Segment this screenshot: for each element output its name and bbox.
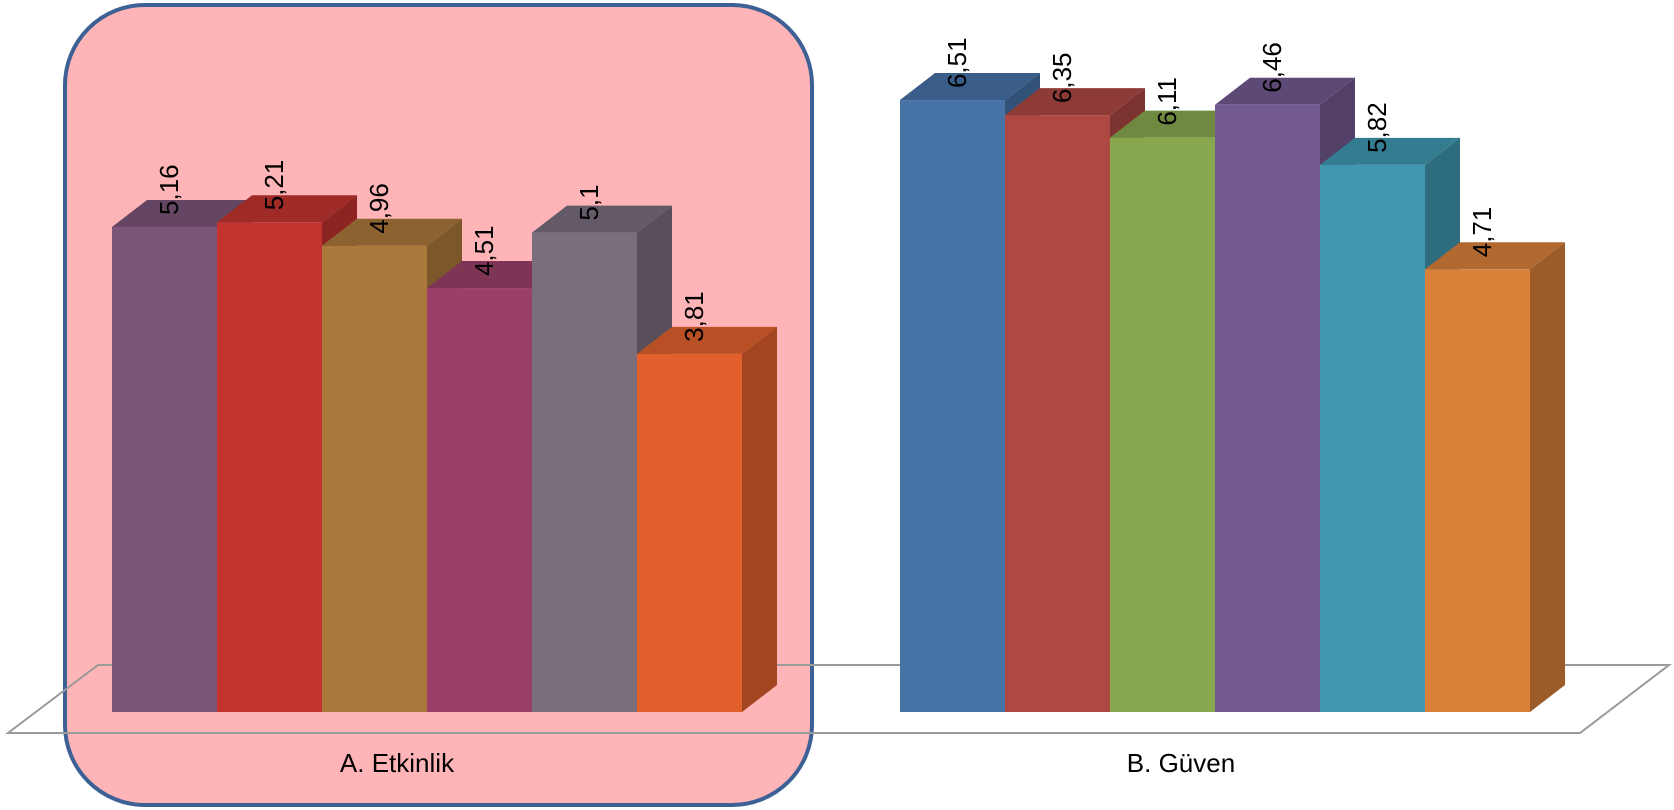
- data-label: 5,21: [259, 160, 289, 211]
- bar-top: [1215, 77, 1355, 105]
- bar-top: [532, 205, 672, 233]
- bar-top: [112, 199, 252, 227]
- bar: [322, 245, 427, 712]
- bar: [217, 222, 322, 712]
- bar: [112, 226, 217, 712]
- bar: [1215, 104, 1320, 712]
- bar: [1005, 115, 1110, 713]
- bar-top: [1005, 88, 1145, 116]
- bar: [637, 353, 742, 712]
- bar-top: [217, 195, 357, 223]
- data-label: 4,51: [469, 225, 499, 276]
- data-label: 5,16: [154, 164, 184, 215]
- bar-top: [322, 218, 462, 246]
- category-label: B. Güven: [1127, 748, 1235, 778]
- data-label: 6,11: [1152, 77, 1182, 126]
- bar-side: [1530, 242, 1565, 712]
- data-label: 6,46: [1257, 42, 1287, 93]
- bar: [1425, 269, 1530, 712]
- bar-top: [1320, 137, 1460, 165]
- data-label: 6,35: [1047, 52, 1077, 103]
- bar: [900, 100, 1005, 712]
- bar-top: [637, 326, 777, 354]
- category-label: A. Etkinlik: [340, 748, 455, 778]
- bar: [427, 288, 532, 712]
- data-label: 6,51: [942, 37, 972, 88]
- data-label: 5,82: [1362, 102, 1392, 153]
- bar-top: [900, 73, 1040, 101]
- bar-side: [742, 326, 777, 712]
- floor-plane: [5, 664, 1672, 734]
- data-label: 4,96: [364, 183, 394, 234]
- data-label: 3,81: [679, 291, 709, 342]
- bar: [532, 232, 637, 712]
- bar-top: [1425, 242, 1565, 270]
- data-label: 4,71: [1467, 207, 1497, 258]
- bar: [1110, 137, 1215, 712]
- data-label: 5,1: [574, 184, 604, 220]
- bar: [1320, 164, 1425, 713]
